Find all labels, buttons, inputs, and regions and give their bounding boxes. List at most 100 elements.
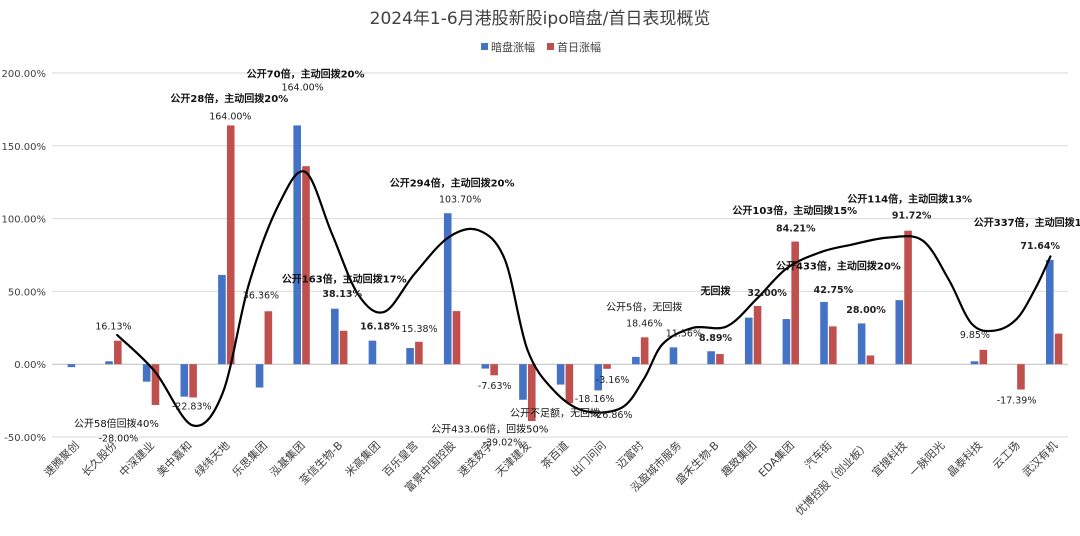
bar-dark-premarket: [594, 364, 603, 391]
x-tick-label: 茶百道: [538, 438, 571, 471]
bar-first-day: [904, 230, 912, 365]
data-label: 164.00%: [209, 112, 251, 123]
data-label: -28.00%: [99, 433, 139, 444]
x-tick-label: 美中嘉和: [154, 438, 195, 479]
data-label: -3.16%: [596, 375, 630, 386]
x-tick-label: 趣致集团: [718, 438, 759, 479]
data-label: 16.13%: [95, 321, 131, 332]
data-label: 103.70%: [439, 195, 481, 206]
data-label: 38.13%: [322, 289, 362, 300]
data-label: 18.46%: [626, 318, 662, 329]
data-label: 15.38%: [401, 324, 437, 335]
bar-first-day: [490, 364, 498, 376]
data-label: -7.63%: [478, 381, 512, 392]
annotation-label: 公开433.06倍，回拨50%: [431, 423, 548, 436]
bar-dark-premarket: [707, 351, 715, 365]
data-label: 11.56%: [666, 329, 702, 340]
x-tick-label: 宜搜科技: [869, 438, 910, 479]
bar-first-day: [716, 354, 724, 365]
bar-dark-premarket: [105, 361, 113, 365]
annotation-label: 公开163倍，主动回拨17%: [282, 273, 407, 286]
bar-first-day: [829, 326, 837, 365]
x-tick-label: 速腾聚创: [41, 438, 82, 479]
data-label: 36.36%: [243, 291, 279, 302]
annotation-label: 公开337倍，主动回拨17%: [974, 216, 1080, 229]
y-tick-label: 200.00%: [2, 69, 47, 80]
bar-first-day: [866, 355, 875, 365]
data-label: 9.85%: [960, 330, 990, 341]
bar-dark-premarket: [970, 361, 979, 365]
y-tick-label: 0.00%: [14, 360, 46, 371]
x-tick-label: 米高集团: [342, 438, 383, 479]
bar-first-day: [415, 341, 423, 365]
x-axis-ticks: 速腾聚创长久股份中深建业美中嘉和绿纬天地乐思集团泓基集团荃信生物-B米高集团百乐…: [41, 438, 1060, 518]
bar-dark-premarket: [67, 364, 76, 368]
data-label: 28.00%: [846, 305, 886, 316]
bar-dark-premarket: [481, 364, 490, 369]
x-tick-label: 汽车街: [801, 438, 834, 471]
bar-first-day: [264, 311, 273, 365]
bars: [67, 125, 1063, 422]
bar-dark-premarket: [331, 308, 339, 365]
bar-dark-premarket: [293, 125, 301, 365]
legend-swatch-first-day: [547, 43, 554, 50]
data-label: 42.75%: [814, 285, 854, 296]
data-label: 71.64%: [1020, 241, 1060, 252]
bar-dark-premarket: [406, 347, 414, 365]
x-tick-label: 长久股份: [79, 439, 119, 479]
bar-dark-premarket: [1045, 259, 1054, 365]
annotation-label: 公开5倍，无回拨: [606, 300, 682, 313]
bar-dark-premarket: [782, 319, 791, 365]
data-label: -17.39%: [997, 396, 1037, 407]
bar-dark-premarket: [857, 323, 866, 365]
annotation-label: 公开28倍，主动回拨20%: [170, 92, 288, 105]
annotation-label: 公开114倍，主动回拨13%: [847, 193, 972, 206]
x-tick-label: 云工场: [989, 438, 1022, 471]
bar-first-day: [151, 364, 160, 405]
trend-line: [116, 170, 1052, 428]
bar-first-day: [979, 349, 988, 365]
data-label: -39.02%: [483, 438, 523, 449]
y-tick-label: 100.00%: [2, 215, 47, 226]
bar-first-day: [1017, 364, 1025, 390]
x-tick-label: 晶泰科技: [944, 438, 985, 479]
bar-dark-premarket: [556, 364, 565, 385]
bar-dark-premarket: [443, 213, 452, 365]
data-label: -18.16%: [575, 394, 615, 405]
x-tick-label: 一脉阳光: [906, 438, 947, 479]
x-tick-label: 乐思集团: [229, 438, 270, 479]
bar-dark-premarket: [368, 340, 377, 365]
y-tick-label: -50.00%: [4, 433, 46, 444]
data-label: 84.21%: [776, 224, 816, 235]
bar-first-day: [640, 337, 649, 365]
bar-first-day: [565, 364, 574, 404]
trend-line-path: [116, 170, 1052, 428]
bar-first-day: [791, 241, 799, 365]
bar-first-day: [226, 125, 235, 365]
annotation-label: 公开103倍，主动回拨15%: [732, 204, 857, 217]
data-label: 164.00%: [281, 82, 323, 93]
bar-dark-premarket: [255, 364, 264, 388]
annotation-label: 公开294倍，主动回拨20%: [390, 177, 515, 190]
data-label: 8.89%: [699, 333, 732, 344]
data-label: 91.72%: [892, 211, 932, 222]
bar-dark-premarket: [180, 364, 189, 397]
bar-first-day: [302, 166, 310, 365]
bar-first-day: [1054, 333, 1063, 365]
bar-first-day: [339, 330, 348, 365]
x-tick-label: 出门问问: [568, 438, 609, 479]
bar-first-day: [527, 364, 536, 422]
bar-first-day: [452, 311, 461, 365]
data-label: 16.18%: [360, 321, 400, 332]
bar-dark-premarket: [820, 301, 828, 365]
x-tick-label: EDA集团: [755, 438, 797, 480]
annotation-label: 无回拨: [700, 284, 732, 297]
data-label: -22.83%: [172, 401, 212, 412]
x-tick-label: 绿纬天地: [191, 438, 232, 479]
bar-first-day: [189, 364, 197, 398]
y-tick-label: 50.00%: [8, 287, 46, 298]
annotations: 公开58倍回拨40% 公开28倍，主动回拨20% 公开70倍，主动回拨20% 公开16…: [74, 67, 1080, 435]
x-tick-label: 迈富时: [613, 438, 646, 471]
data-label: 32.00%: [747, 288, 787, 299]
data-labels: 16.13% -28.00% -22.83% 164.00% 36.36% 164.00%…: [95, 82, 1060, 448]
